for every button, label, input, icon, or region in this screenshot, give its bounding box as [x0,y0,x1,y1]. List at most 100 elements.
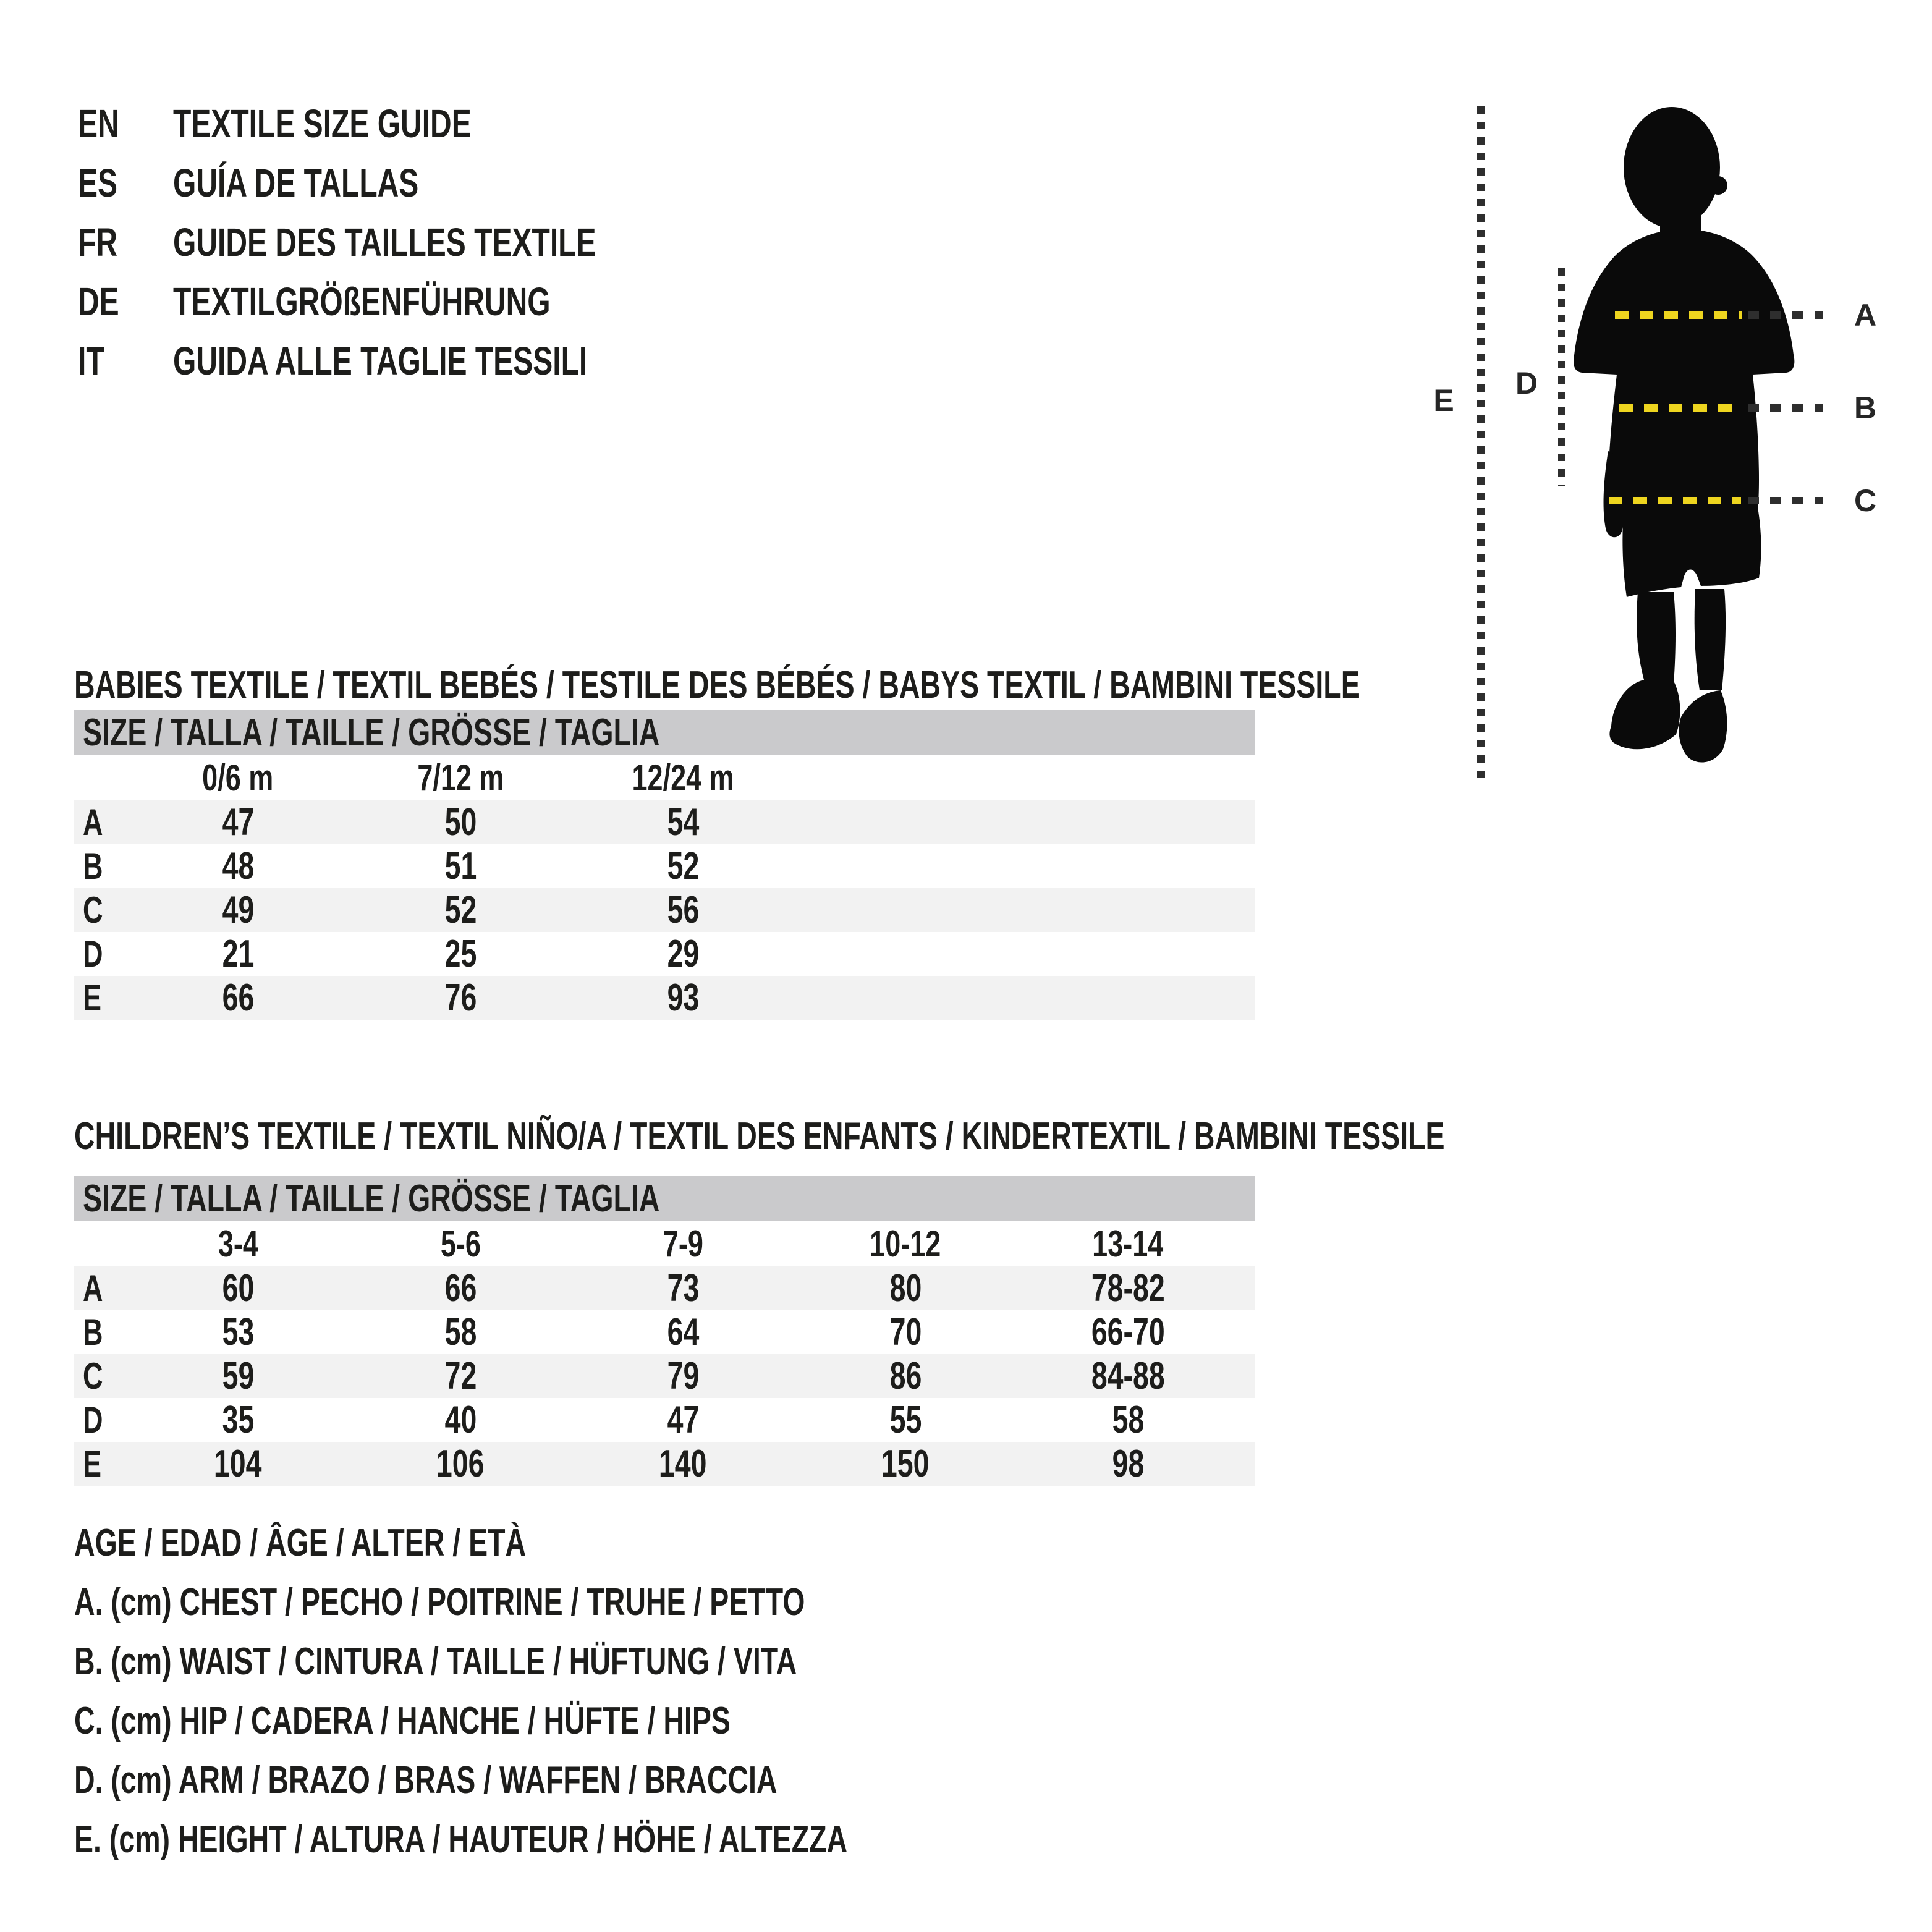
column-header: 3-4 [218,1223,258,1265]
cell-value: 79 [667,1355,699,1397]
row-label: C [83,889,103,931]
chest-measure-dash-yellow [1615,311,1742,319]
waist-measure-dash-yellow [1619,404,1740,412]
arm-measure-line-d [1558,268,1565,486]
children-size-header-bar: SIZE / TALLA / TAILLE / GRÖSSE / TAGLIA [74,1176,1255,1221]
cell-value: 106 [436,1443,485,1485]
cell-value: 47 [222,801,254,844]
table-row: B 53 58 64 70 66-70 [74,1310,1255,1354]
cell-value: 49 [222,889,254,931]
cell-value: 21 [222,933,254,975]
cell-value: 86 [889,1355,922,1397]
measurement-legend: AGE / EDAD / ÂGE / ALTER / ETÀ A. (cm) C… [74,1514,1105,1870]
hip-measure-dash-dark [1748,497,1823,504]
chest-measure-dash-dark [1748,311,1823,319]
cell-value: 60 [222,1267,254,1310]
cell-value: 66 [444,1267,477,1310]
table-row: D 21 25 29 [74,932,1255,976]
cell-value: 98 [1112,1443,1144,1485]
cell-value: 52 [667,845,699,888]
marker-label-e: E [1433,383,1454,418]
height-measure-line-e [1477,106,1485,786]
cell-value: 25 [444,933,477,975]
guide-title-es: GUÍA DE TALLAS [173,161,419,205]
language-row-fr: FR GUIDE DES TAILLES TEXTILE [78,213,737,272]
guide-title-de: TEXTILGRÖßENFÜHRUNG [173,279,551,324]
cell-value: 72 [444,1355,477,1397]
cell-value: 76 [444,977,477,1019]
cell-value: 84-88 [1091,1355,1165,1397]
row-label: A [83,802,103,843]
children-size-table: SIZE / TALLA / TAILLE / GRÖSSE / TAGLIA … [74,1176,1255,1486]
babies-column-header-row: 0/6 m 7/12 m 12/24 m [74,755,1255,800]
language-title-list: EN TEXTILE SIZE GUIDE ES GUÍA DE TALLAS … [78,94,737,391]
row-label: E [83,977,102,1019]
marker-label-b: B [1854,391,1877,425]
table-row: C 59 72 79 86 84-88 [74,1354,1255,1398]
legend-line-hip: C. (cm) HIP / CADERA / HANCHE / HÜFTE / … [74,1700,731,1742]
row-label: D [83,933,103,975]
cell-value: 104 [214,1443,262,1485]
column-header: 5-6 [440,1223,481,1265]
language-row-it: IT GUIDA ALLE TAGLIE TESSILI [78,331,737,391]
marker-label-c: C [1854,483,1877,518]
children-column-header-row: 3-4 5-6 7-9 10-12 13-14 [74,1221,1255,1266]
cell-value: 73 [667,1267,699,1310]
cell-value: 58 [1112,1399,1144,1441]
legend-line-height: E. (cm) HEIGHT / ALTURA / HAUTEUR / HÖHE… [74,1818,848,1861]
table-row: E 104 106 140 150 98 [74,1442,1255,1486]
cell-value: 93 [667,977,699,1019]
table-row: A 47 50 54 [74,800,1255,844]
waist-measure-dash-dark [1748,404,1823,412]
marker-label-d: D [1515,366,1538,400]
row-label: E [83,1443,102,1485]
row-label: B [83,845,103,887]
column-header: 13-14 [1092,1223,1164,1265]
cell-value: 140 [659,1443,707,1485]
language-code: FR [78,220,117,265]
children-section-heading: CHILDREN’S TEXTILE / TEXTIL NIÑO/A / TEX… [74,1115,1445,1158]
cell-value: 40 [444,1399,477,1441]
table-row: D 35 40 47 55 58 [74,1398,1255,1442]
language-code: EN [78,101,119,146]
row-label: A [83,1268,103,1309]
table-row: E 66 76 93 [74,976,1255,1020]
column-header: 12/24 m [632,757,734,799]
column-header: 10-12 [870,1223,941,1265]
language-row-en: EN TEXTILE SIZE GUIDE [78,94,737,153]
column-header: 7/12 m [417,757,504,799]
language-row-de: DE TEXTILGRÖßENFÜHRUNG [78,272,737,331]
cell-value: 29 [667,933,699,975]
cell-value: 48 [222,845,254,888]
row-label: C [83,1355,103,1397]
cell-value: 80 [889,1267,922,1310]
babies-size-table: SIZE / TALLA / TAILLE / GRÖSSE / TAGLIA … [74,710,1255,1020]
cell-value: 70 [889,1311,922,1354]
legend-line-age: AGE / EDAD / ÂGE / ALTER / ETÀ [74,1522,527,1564]
language-code: ES [78,161,118,205]
marker-label-a: A [1854,298,1877,333]
cell-value: 58 [444,1311,477,1354]
cell-value: 55 [889,1399,922,1441]
cell-value: 35 [222,1399,254,1441]
cell-value: 66-70 [1091,1311,1165,1354]
babies-size-header-bar: SIZE / TALLA / TAILLE / GRÖSSE / TAGLIA [74,710,1255,755]
babies-section-heading: BABIES TEXTILE / TEXTIL BEBÉS / TESTILE … [74,664,1360,707]
table-row: A 60 66 73 80 78-82 [74,1266,1255,1310]
cell-value: 150 [881,1443,930,1485]
hip-measure-dash-yellow [1609,497,1741,504]
cell-value: 51 [444,845,477,888]
cell-value: 50 [444,801,477,844]
cell-value: 47 [667,1399,699,1441]
cell-value: 64 [667,1311,699,1354]
column-header: 0/6 m [202,757,274,799]
legend-line-chest: A. (cm) CHEST / PECHO / POITRINE / TRUHE… [74,1581,805,1624]
child-silhouette-icon [1574,107,1795,763]
legend-line-arm: D. (cm) ARM / BRAZO / BRAS / WAFFEN / BR… [74,1759,777,1802]
language-row-es: ES GUÍA DE TALLAS [78,153,737,213]
row-label: B [83,1311,103,1353]
guide-title-en: TEXTILE SIZE GUIDE [173,101,472,146]
table-row: C 49 52 56 [74,888,1255,932]
row-label: D [83,1399,103,1441]
